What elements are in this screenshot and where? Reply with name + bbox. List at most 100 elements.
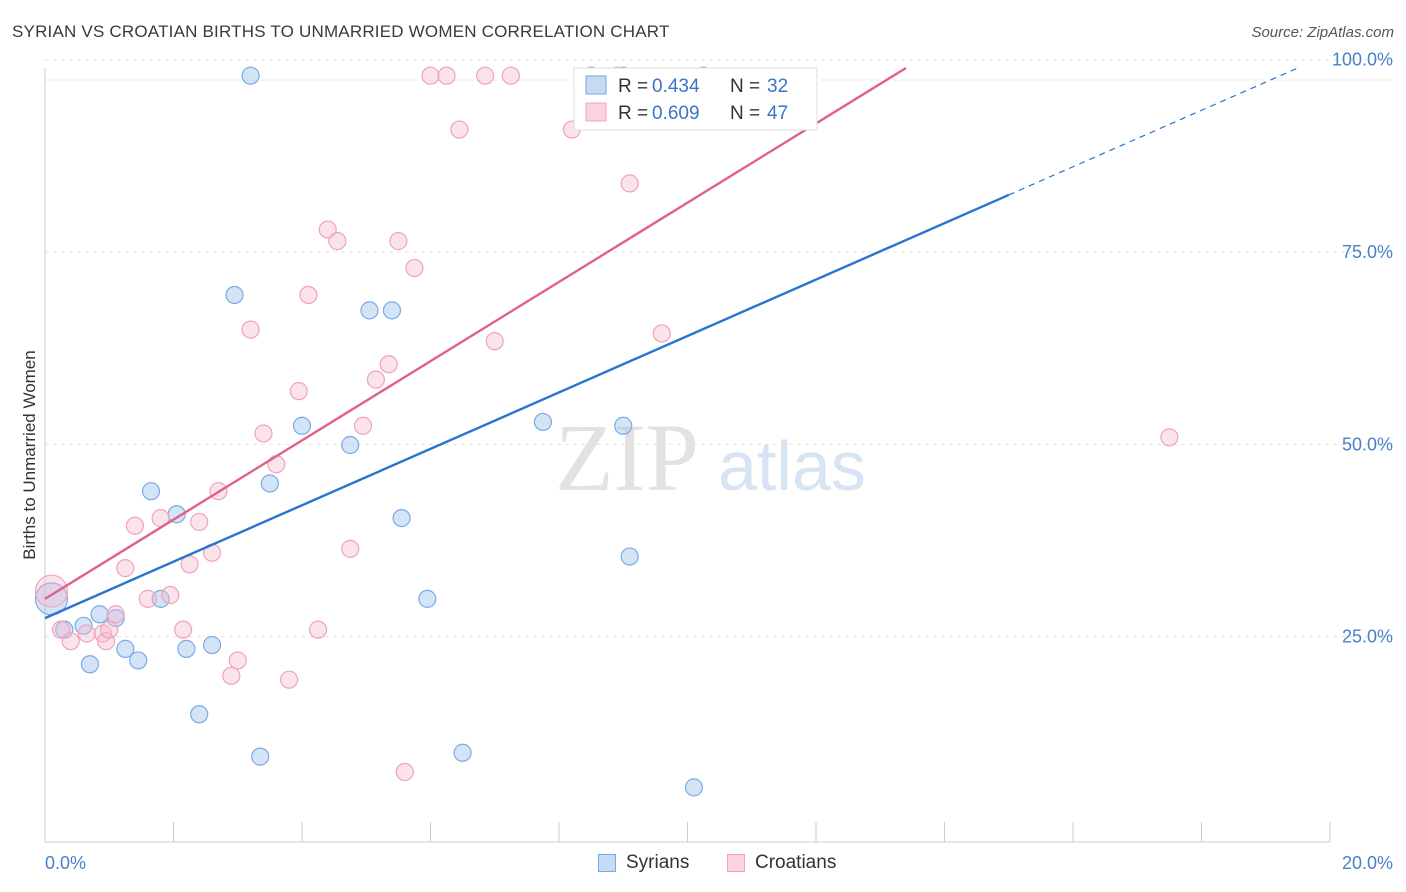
croatians-n-value: 47 [767, 103, 788, 124]
watermark: ZIP atlas [555, 404, 866, 511]
syrians-point [382, 301, 402, 320]
syrians-point [177, 639, 196, 658]
legend-item-syrians: Syrians [598, 852, 689, 874]
syrians-point [260, 474, 279, 493]
axes [44, 68, 1331, 843]
syrians-n-label: N = [730, 76, 760, 97]
stats-legend: R = 0.434 N = 32 R = 0.609 N = 47 [573, 67, 818, 131]
legend-label-syrians: Syrians [626, 852, 690, 873]
croatians-point [61, 632, 80, 651]
croatians-n-label: N = [730, 103, 760, 124]
croatians-point [77, 624, 96, 643]
watermark-atlas: atlas [718, 427, 866, 505]
y-tick-label: 100.0% [1332, 50, 1393, 70]
bottom-legend: Syrians Croatians [0, 852, 1406, 880]
syrians-point [292, 416, 312, 435]
syrians-point [392, 508, 411, 528]
croatians-point [652, 324, 671, 343]
syrians-point [116, 639, 135, 658]
syrians-point [129, 651, 148, 670]
croatians-point [138, 589, 157, 608]
trendlines [44, 66, 1299, 620]
y-axis-title: Births to Unmarried Women [20, 350, 39, 559]
syrians-point [225, 285, 244, 305]
croatians-point [161, 585, 180, 605]
croatians-point [395, 762, 414, 782]
croatians-point [366, 370, 385, 389]
syrians-trendline [44, 193, 1010, 620]
croatians-point [100, 620, 119, 639]
x-tick-label: 20.0% [1342, 853, 1393, 873]
croatians-point [379, 355, 398, 374]
legend-swatch-croatians [727, 854, 745, 872]
syrians-point [684, 778, 704, 797]
croatians-point [476, 66, 495, 85]
croatians-point [289, 382, 308, 401]
tick-labels: 25.0% 50.0% 75.0% 100.0% 0.0% 20.0% [45, 50, 1393, 873]
croatians-point [299, 285, 318, 305]
syrians-r-label: R = [618, 76, 648, 97]
syrians-n-value: 32 [767, 76, 788, 97]
croatians-point [222, 666, 241, 685]
legend-label-croatians: Croatians [755, 852, 837, 873]
syrians-point [418, 589, 437, 608]
syrians-point [251, 747, 270, 766]
croatians-point [341, 539, 360, 558]
croatians-point [254, 424, 273, 443]
croatians-point [421, 66, 440, 85]
syrians-point [614, 416, 633, 435]
croatians-swatch [585, 102, 607, 122]
croatians-point [437, 66, 456, 85]
y-tick-label: 75.0% [1342, 242, 1393, 262]
syrians-point [80, 655, 100, 674]
syrians-point [202, 635, 222, 655]
data-points [34, 66, 1179, 797]
syrians-point [106, 609, 125, 628]
legend-swatch-syrians [598, 854, 616, 872]
chart-title: SYRIAN VS CROATIAN BIRTHS TO UNMARRIED W… [12, 22, 670, 41]
croatians-trendline [44, 66, 907, 600]
croatians-point [241, 320, 260, 339]
croatians-point [267, 455, 286, 474]
syrians-swatch [585, 75, 607, 95]
syrians-point [453, 743, 472, 762]
croatians-point [125, 516, 145, 535]
croatians-point [389, 232, 408, 251]
syrians-point [241, 66, 260, 85]
syrians-r-value: 0.434 [652, 76, 700, 97]
croatians-point [106, 605, 125, 624]
syrians-trendline-extension [1008, 67, 1299, 196]
y-tick-label: 50.0% [1342, 434, 1393, 454]
croatians-point [228, 651, 247, 670]
syrians-point [620, 547, 639, 566]
watermark-zip: ZIP [555, 404, 699, 511]
stats-legend-box [573, 67, 818, 131]
x-tick-label: 0.0% [45, 853, 86, 873]
syrians-point [341, 435, 360, 455]
croatians-point [1160, 428, 1179, 447]
croatians-point [353, 416, 373, 435]
croatians-point [450, 120, 469, 139]
croatians-point [308, 620, 328, 639]
croatians-point [116, 559, 135, 578]
grid [45, 59, 1392, 638]
croatians-point [405, 258, 424, 278]
y-tick-label: 25.0% [1342, 627, 1393, 647]
croatians-point [328, 232, 347, 251]
croatians-point [34, 574, 69, 608]
croatians-point [190, 512, 209, 532]
croatians-r-label: R = [618, 103, 648, 124]
croatians-r-value: 0.609 [652, 103, 700, 124]
syrians-point [533, 412, 553, 432]
syrians-point [151, 589, 170, 608]
syrians-point [90, 605, 109, 624]
croatians-point [620, 174, 639, 193]
source-credit: Source: ZipAtlas.com [1251, 24, 1394, 41]
croatians-point [485, 332, 504, 351]
syrians-point [141, 482, 161, 501]
legend-item-croatians: Croatians [727, 852, 836, 874]
croatians-point [501, 66, 520, 85]
croatians-point [280, 670, 299, 689]
